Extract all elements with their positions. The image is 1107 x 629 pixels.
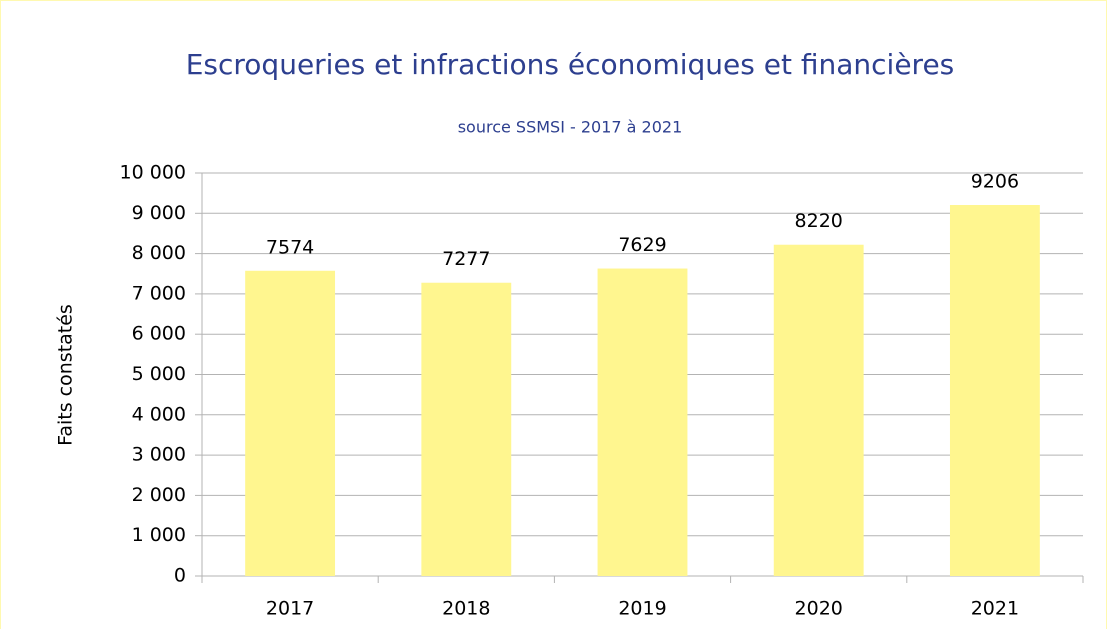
y-tick-label: 5 000 [132,363,186,385]
chart-title: Escroqueries et infractions économiques … [186,48,955,81]
x-tick-label: 2017 [266,598,314,620]
bar [597,268,688,576]
data-label: 7277 [442,248,490,270]
x-tick-label: 2020 [795,598,843,620]
bar [949,204,1040,576]
y-tick-label: 10 000 [120,162,186,184]
x-tick-label: 2018 [442,598,490,620]
y-axis-label: Faits constatés [55,304,77,446]
y-tick-label: 8 000 [132,242,186,264]
chart-subtitle: source SSMSI - 2017 à 2021 [458,118,683,137]
data-label: 8220 [795,210,843,232]
y-tick-label: 6 000 [132,323,186,345]
bar [421,282,512,576]
y-tick-label: 0 [174,565,186,587]
bar [245,270,336,576]
y-tick-label: 3 000 [132,444,186,466]
y-tick-label: 7 000 [132,282,186,304]
bar [773,244,864,576]
y-tick-label: 4 000 [132,403,186,425]
x-tick-label: 2021 [971,598,1019,620]
data-label: 9206 [971,170,1019,192]
y-tick-label: 1 000 [132,524,186,546]
x-tick-label: 2019 [618,598,666,620]
y-tick-label: 9 000 [132,202,186,224]
data-label: 7629 [618,234,666,256]
y-tick-label: 2 000 [132,484,186,506]
data-label: 7574 [266,236,314,258]
